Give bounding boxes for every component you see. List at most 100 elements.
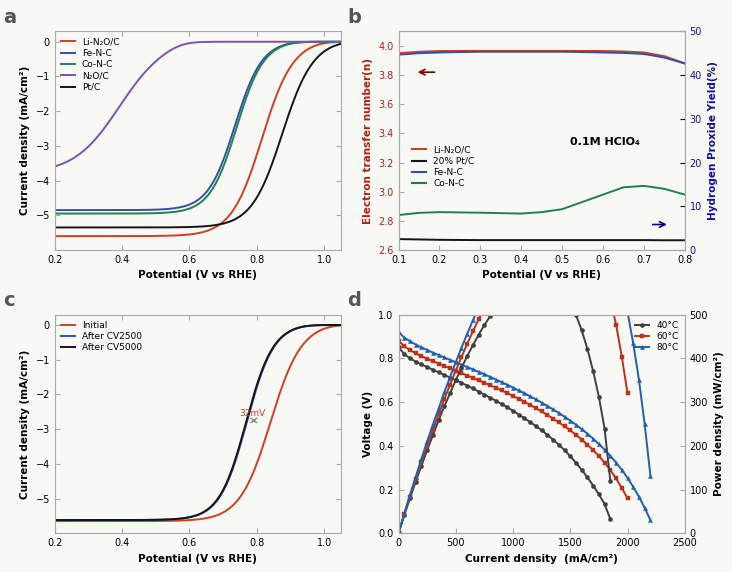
- 40°C: [578, 466, 586, 473]
- 80°C: [417, 344, 426, 351]
- 40°C: [468, 385, 477, 392]
- Fe-N-C: [599, 49, 608, 56]
- After CV5000: [180, 515, 189, 522]
- Co-N-C: [537, 209, 546, 216]
- 60°C: [446, 365, 455, 372]
- 40°C: [446, 374, 455, 381]
- Li-N₂O/C: [476, 47, 485, 54]
- After CV2500: [266, 350, 274, 357]
- 20% Pt/C: [640, 237, 649, 244]
- 40°C: [566, 453, 575, 460]
- 80°C: [423, 347, 432, 353]
- After CV2500: [242, 422, 250, 428]
- 20% Pt/C: [476, 237, 485, 244]
- Co-N-C: [599, 191, 608, 198]
- 60°C: [491, 384, 500, 391]
- 60°C: [457, 370, 466, 376]
- Line: Pt/C: Pt/C: [55, 44, 341, 228]
- 60°C: [423, 355, 432, 362]
- 40°C: [537, 427, 546, 434]
- Li-N₂O/C: [640, 49, 649, 56]
- 40°C: [594, 491, 603, 498]
- 80°C: [452, 359, 460, 366]
- 60°C: [623, 495, 632, 502]
- 60°C: [560, 423, 569, 430]
- 80°C: [531, 396, 540, 403]
- Fe-N-C: [124, 206, 132, 213]
- 80°C: [503, 382, 512, 388]
- 40°C: [440, 371, 449, 378]
- 60°C: [452, 367, 460, 374]
- 80°C: [600, 446, 609, 453]
- 80°C: [509, 384, 518, 391]
- Co-N-C: [517, 210, 526, 217]
- Initial: [101, 518, 110, 525]
- 40°C: [549, 436, 558, 443]
- 60°C: [411, 350, 420, 357]
- 40°C: [457, 379, 466, 386]
- Line: 40°C: 40°C: [397, 345, 613, 521]
- 80°C: [583, 430, 591, 437]
- 60°C: [509, 392, 518, 399]
- Fe-N-C: [414, 50, 423, 57]
- Li-N₂O/C: [558, 47, 567, 54]
- Line: Fe-N-C: Fe-N-C: [398, 51, 684, 63]
- Initial: [266, 419, 274, 426]
- N₂O/C: [337, 38, 346, 45]
- X-axis label: Potential (V vs RHE): Potential (V vs RHE): [482, 271, 601, 280]
- Li-N₂O/C: [414, 48, 423, 55]
- Fe-N-C: [558, 48, 567, 55]
- 20% Pt/C: [435, 236, 444, 243]
- After CV5000: [219, 486, 228, 492]
- 80°C: [400, 334, 408, 341]
- 60°C: [406, 347, 414, 353]
- 40°C: [554, 441, 563, 448]
- Text: d: d: [347, 291, 361, 310]
- Co-N-C: [496, 210, 505, 217]
- Fe-N-C: [180, 203, 189, 210]
- Line: After CV5000: After CV5000: [55, 325, 341, 520]
- 20% Pt/C: [394, 236, 403, 243]
- Co-N-C: [640, 182, 649, 189]
- 80°C: [549, 406, 558, 413]
- Li-N₂O/C: [180, 232, 189, 239]
- 80°C: [468, 366, 477, 373]
- After CV2500: [337, 321, 346, 328]
- After CV2500: [51, 517, 59, 523]
- 40°C: [543, 431, 552, 438]
- 80°C: [640, 505, 649, 511]
- Li-N₂O/C: [101, 233, 110, 240]
- Fe-N-C: [394, 51, 403, 58]
- 80°C: [463, 364, 471, 371]
- Pt/C: [101, 224, 110, 231]
- 80°C: [554, 410, 563, 416]
- Line: Li-N₂O/C: Li-N₂O/C: [55, 42, 341, 236]
- Co-N-C: [124, 210, 132, 217]
- 60°C: [606, 467, 615, 474]
- 80°C: [635, 493, 643, 500]
- 80°C: [566, 417, 575, 424]
- Co-N-C: [101, 210, 110, 217]
- 60°C: [612, 475, 621, 482]
- 40°C: [589, 482, 597, 489]
- 60°C: [537, 408, 546, 415]
- 40°C: [526, 419, 534, 426]
- After CV5000: [51, 517, 59, 523]
- 40°C: [480, 391, 489, 398]
- 60°C: [554, 419, 563, 426]
- Line: N₂O/C: N₂O/C: [55, 42, 341, 166]
- 80°C: [497, 379, 506, 386]
- After CV5000: [337, 321, 346, 328]
- Co-N-C: [414, 209, 423, 216]
- Y-axis label: Current density (mA/cm²): Current density (mA/cm²): [20, 66, 30, 215]
- Co-N-C: [242, 96, 250, 102]
- Li-N₂O/C: [496, 47, 505, 54]
- After CV2500: [124, 517, 132, 523]
- Initial: [51, 518, 59, 525]
- Text: c: c: [3, 291, 15, 310]
- 40°C: [600, 500, 609, 507]
- Fe-N-C: [476, 48, 485, 55]
- Fe-N-C: [266, 49, 274, 56]
- Pt/C: [337, 41, 346, 47]
- 60°C: [549, 415, 558, 422]
